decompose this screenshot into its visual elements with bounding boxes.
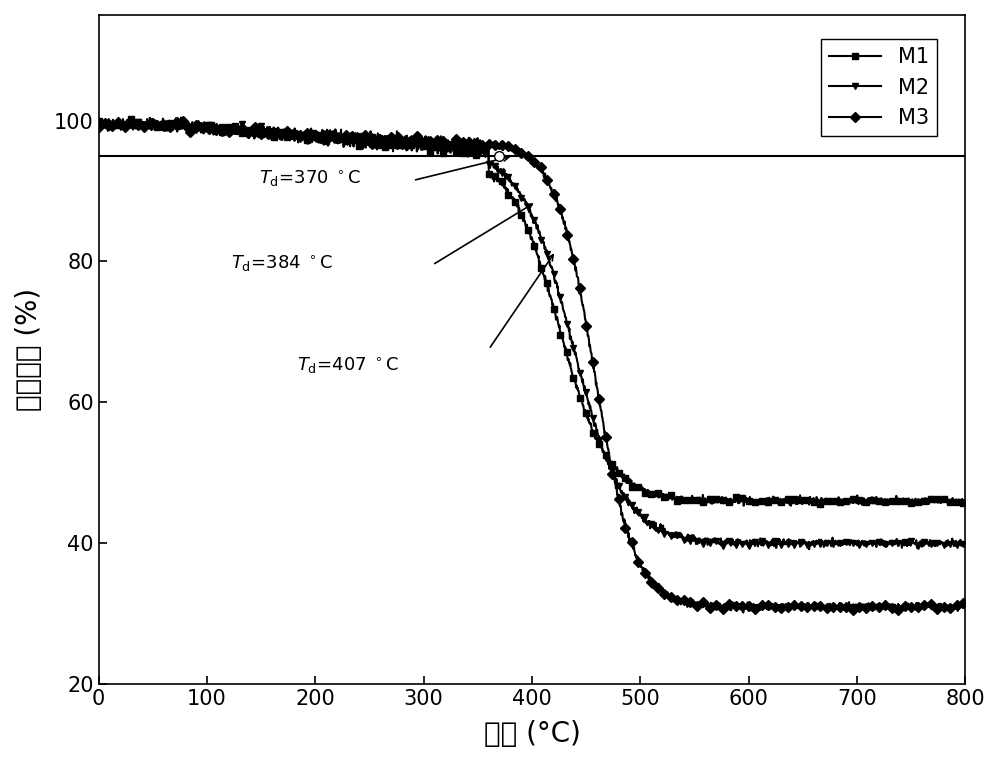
M1 [959, 495, 971, 504]
M1 [514, 208, 526, 217]
Line: M2: M2 [95, 116, 969, 552]
M1 [785, 501, 797, 510]
M3 [737, 608, 749, 617]
M2 [147, 114, 159, 124]
M3 [935, 600, 947, 609]
M2 [491, 167, 503, 176]
M1 [175, 113, 187, 122]
M1 [935, 498, 947, 507]
M1 [934, 498, 946, 507]
Legend: M1, M2, M3: M1, M2, M3 [821, 39, 937, 137]
M1 [93, 117, 105, 126]
M3 [959, 604, 971, 613]
M3 [776, 604, 788, 613]
Line: M3: M3 [95, 114, 969, 616]
M3 [137, 118, 149, 127]
M2 [775, 541, 787, 550]
M2 [93, 118, 105, 127]
M1 [491, 172, 503, 182]
Text: $T_\mathrm{d}$=407 $^\circ$C: $T_\mathrm{d}$=407 $^\circ$C [297, 356, 399, 375]
M3 [514, 147, 526, 156]
M3 [491, 142, 503, 151]
Text: $T_\mathrm{d}$=384 $^\circ$C: $T_\mathrm{d}$=384 $^\circ$C [231, 253, 333, 273]
M1 [775, 497, 787, 507]
Y-axis label: 质量损失 (%): 质量损失 (%) [15, 288, 43, 411]
M2 [935, 537, 947, 546]
Text: $T_\mathrm{d}$=370 $^\circ$C: $T_\mathrm{d}$=370 $^\circ$C [259, 169, 361, 189]
X-axis label: 温度 (°C): 温度 (°C) [484, 720, 580, 748]
M1 [137, 121, 149, 130]
M3 [144, 113, 156, 122]
M2 [934, 539, 946, 548]
M2 [959, 540, 971, 549]
M3 [934, 599, 946, 608]
M3 [93, 122, 105, 131]
M2 [514, 189, 526, 198]
M2 [803, 545, 815, 554]
M2 [137, 119, 149, 128]
Line: M1: M1 [95, 114, 969, 509]
